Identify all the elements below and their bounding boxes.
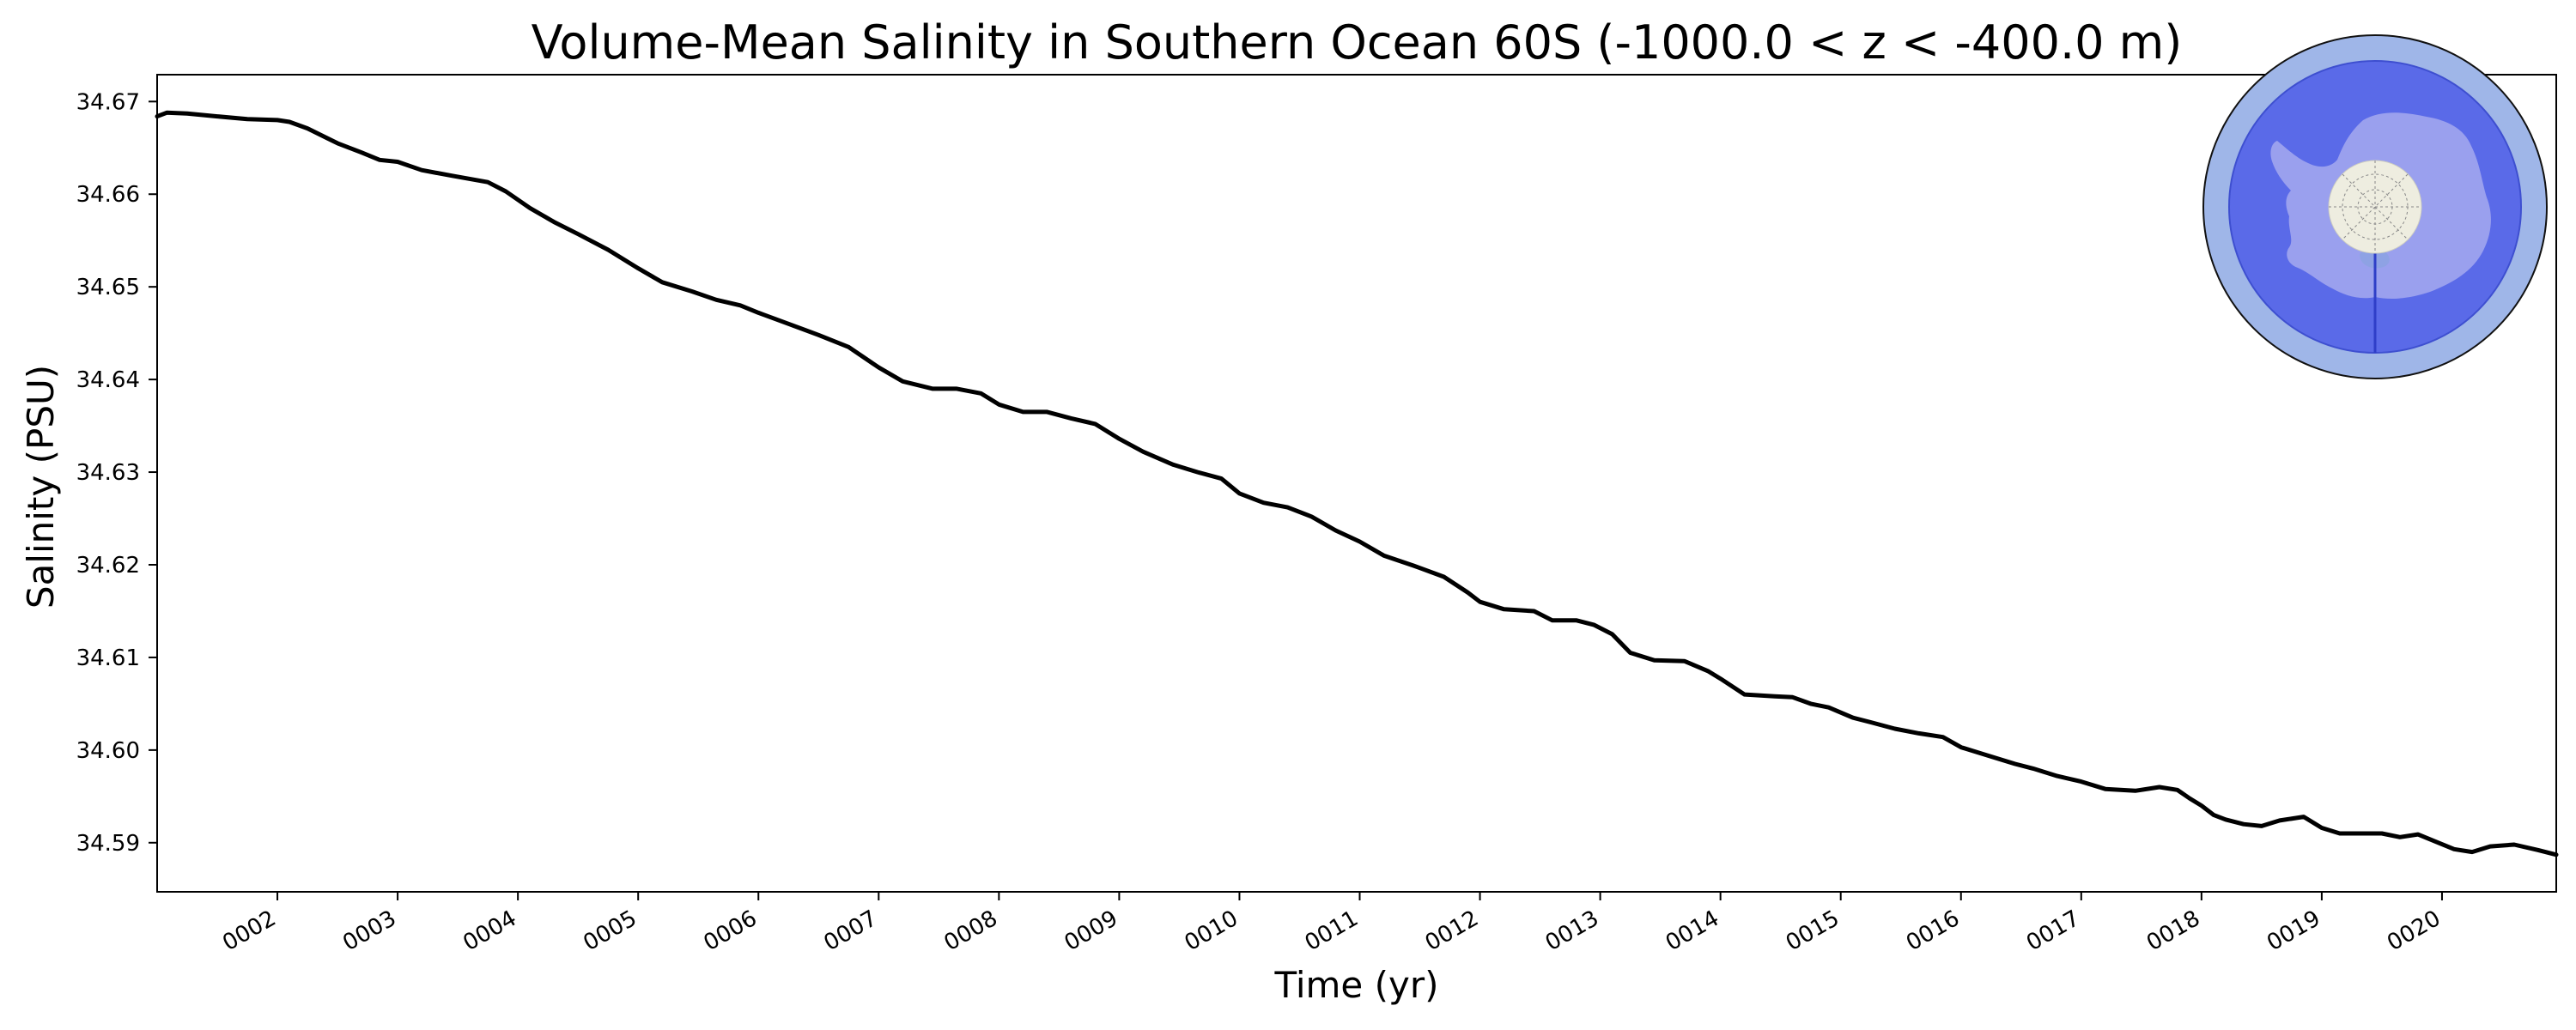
y-tick-label: 34.66 (76, 182, 140, 208)
salinity-series-line (155, 110, 2559, 857)
y-tick-label: 34.67 (76, 89, 140, 115)
y-tick-label: 34.62 (76, 553, 140, 579)
southern-ocean-inset-map (2202, 34, 2548, 379)
y-tick-label: 34.61 (76, 645, 140, 671)
plot-frame (156, 74, 2557, 893)
x-axis-label: Time (yr) (1273, 964, 1438, 1006)
y-tick-label: 34.64 (76, 367, 140, 393)
y-axis-label: Salinity (PSU) (20, 365, 62, 609)
y-tick-label: 34.63 (76, 460, 140, 486)
y-ticks: 34.59 34.60 34.61 34.62 34.63 34.64 34.65 34.66… (76, 89, 157, 857)
y-tick-label: 34.59 (76, 831, 140, 857)
inset-graticule (2329, 161, 2421, 253)
chart-title: Volume-Mean Salinity in Southern Ocean 6… (532, 15, 2183, 70)
y-tick-label: 34.65 (76, 275, 140, 300)
series-layer (155, 110, 2559, 857)
y-tick-label: 34.60 (76, 738, 140, 764)
